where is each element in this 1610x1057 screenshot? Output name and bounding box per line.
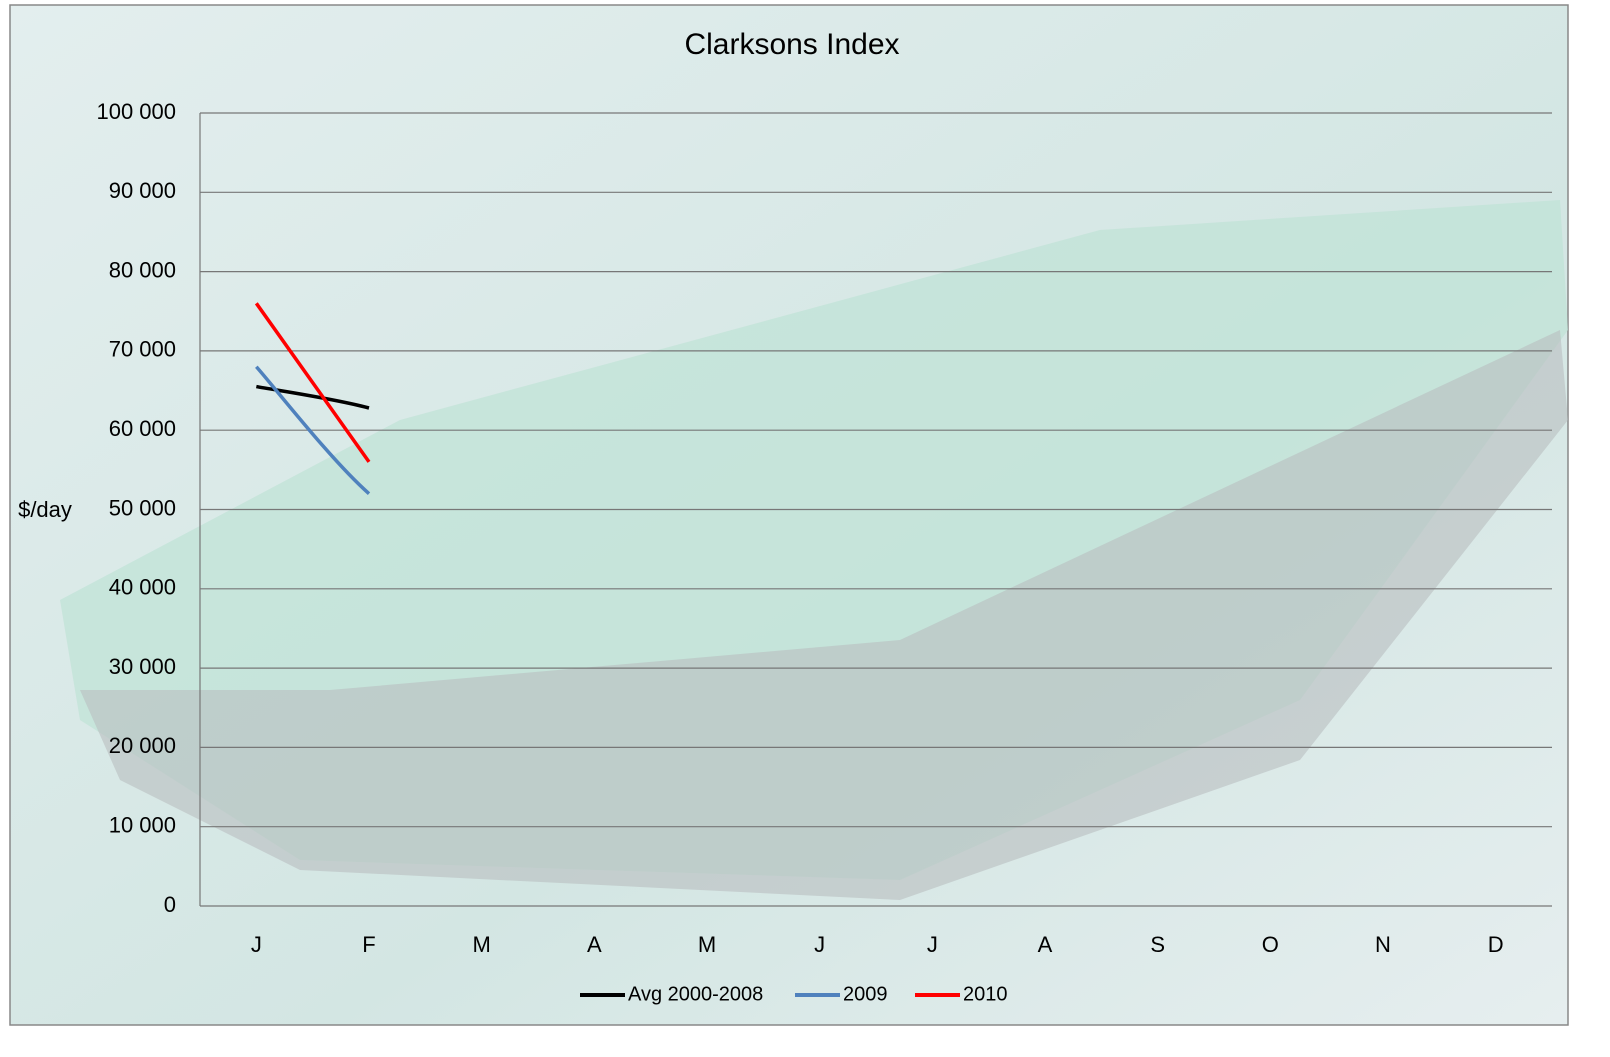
x-tick-label: N	[1375, 932, 1391, 957]
legend-label: 2009	[843, 983, 888, 1005]
y-tick-label: 50 000	[109, 495, 176, 520]
x-tick-label: M	[698, 932, 716, 957]
x-tick-label: J	[927, 932, 938, 957]
data-line	[255, 365, 371, 495]
legend-label: Avg 2000-2008	[628, 983, 763, 1005]
y-tick-label: 80 000	[109, 257, 176, 282]
y-tick-label: 90 000	[109, 178, 176, 203]
y-tick-label: 60 000	[109, 416, 176, 441]
y-tick-label: 70 000	[109, 337, 176, 362]
y-tick-label: 30 000	[109, 654, 176, 679]
x-tick-label: D	[1488, 932, 1504, 957]
x-tick-label: M	[473, 932, 491, 957]
legend-label: 2010	[963, 983, 1008, 1005]
x-tick-label: O	[1262, 932, 1279, 957]
x-tick-label: J	[251, 932, 262, 957]
x-tick-label: S	[1150, 932, 1165, 957]
y-axis-label: $/day	[18, 497, 72, 522]
x-tick-label: J	[814, 932, 825, 957]
data-line	[256, 384, 370, 410]
x-tick-label: A	[587, 932, 602, 957]
y-tick-label: 10 000	[109, 813, 176, 838]
y-tick-label: 20 000	[109, 733, 176, 758]
x-tick-label: F	[362, 932, 375, 957]
y-tick-label: 100 000	[96, 99, 176, 124]
y-tick-label: 40 000	[109, 575, 176, 600]
x-tick-label: A	[1038, 932, 1053, 957]
y-tick-label: 0	[164, 892, 176, 917]
chart-title: Clarksons Index	[684, 28, 899, 61]
data-line	[254, 302, 371, 463]
ship-hull	[80, 330, 1568, 900]
